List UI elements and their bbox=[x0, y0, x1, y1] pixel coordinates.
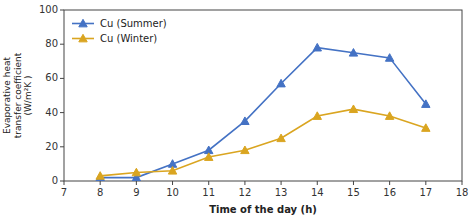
y-tick bbox=[60, 146, 64, 147]
series-marker bbox=[385, 112, 393, 120]
x-tick bbox=[317, 181, 318, 185]
series-marker bbox=[349, 49, 357, 57]
y-axis-label-line: (W/m²K ) bbox=[23, 75, 33, 115]
legend-marker bbox=[79, 19, 87, 27]
chart: 0 20 40 60 80 100 7 8 9 10 11 12 13 14 15 16 17 18 Time of… bbox=[0, 0, 474, 217]
y-axis-label: Evaporative heattransfer coefficient(W/m… bbox=[2, 52, 33, 138]
series-marker bbox=[241, 117, 249, 125]
series-marker bbox=[96, 172, 104, 180]
series-marker bbox=[205, 153, 213, 161]
series-marker bbox=[422, 100, 430, 108]
x-tick bbox=[172, 181, 173, 185]
y-tick-label: 80 bbox=[45, 38, 58, 49]
y-tick-label: 40 bbox=[45, 107, 58, 118]
y-tick-label: 20 bbox=[45, 141, 58, 152]
y-tick bbox=[60, 78, 64, 79]
x-tick-label: 10 bbox=[166, 187, 179, 198]
series-marker bbox=[385, 54, 393, 62]
x-axis-label: Time of the day (h) bbox=[209, 204, 317, 215]
y-tick-label: 0 bbox=[52, 175, 58, 186]
y-tick bbox=[60, 44, 64, 45]
series-marker bbox=[277, 79, 285, 87]
x-tick bbox=[100, 181, 101, 185]
y-axis-label-line: transfer coefficient bbox=[13, 52, 23, 138]
plot-frame bbox=[64, 10, 462, 181]
x-tick-label: 7 bbox=[61, 187, 67, 198]
legend-label: Cu (Winter) bbox=[100, 33, 157, 44]
x-tick-label: 18 bbox=[456, 187, 469, 198]
legend-marker bbox=[79, 34, 87, 42]
series-marker bbox=[132, 168, 140, 176]
y-tick-label: 100 bbox=[39, 4, 58, 15]
x-tick bbox=[389, 181, 390, 185]
x-tick bbox=[244, 181, 245, 185]
x-tick bbox=[136, 181, 137, 185]
plot-area bbox=[96, 43, 430, 181]
legend-label: Cu (Summer) bbox=[100, 18, 167, 29]
x-tick-label: 9 bbox=[133, 187, 139, 198]
series-line bbox=[100, 109, 426, 176]
y-tick bbox=[60, 181, 64, 182]
x-tick-label: 14 bbox=[311, 187, 324, 198]
y-tick bbox=[60, 112, 64, 113]
x-tick-label: 16 bbox=[383, 187, 396, 198]
series-marker bbox=[277, 134, 285, 142]
series-marker bbox=[241, 146, 249, 154]
y-tick-label: 60 bbox=[45, 72, 58, 83]
x-tick-label: 8 bbox=[97, 187, 103, 198]
series-marker bbox=[422, 124, 430, 132]
legend: Cu (Summer) Cu (Winter) bbox=[72, 18, 167, 44]
y-axis-label-line: Evaporative heat bbox=[2, 57, 12, 134]
x-tick-label: 17 bbox=[419, 187, 432, 198]
x-tick bbox=[425, 181, 426, 185]
series-marker bbox=[313, 112, 321, 120]
y-tick bbox=[60, 10, 64, 11]
x-tick bbox=[353, 181, 354, 185]
x-tick-label: 11 bbox=[202, 187, 215, 198]
x-tick bbox=[64, 181, 65, 185]
series-marker bbox=[313, 43, 321, 51]
x-tick-label: 12 bbox=[239, 187, 252, 198]
x-tick bbox=[462, 181, 463, 185]
x-tick bbox=[281, 181, 282, 185]
series-marker bbox=[168, 167, 176, 175]
series-marker bbox=[349, 105, 357, 113]
x-tick bbox=[208, 181, 209, 185]
series-line bbox=[100, 48, 426, 178]
x-tick-label: 15 bbox=[347, 187, 360, 198]
x-tick-label: 13 bbox=[275, 187, 288, 198]
